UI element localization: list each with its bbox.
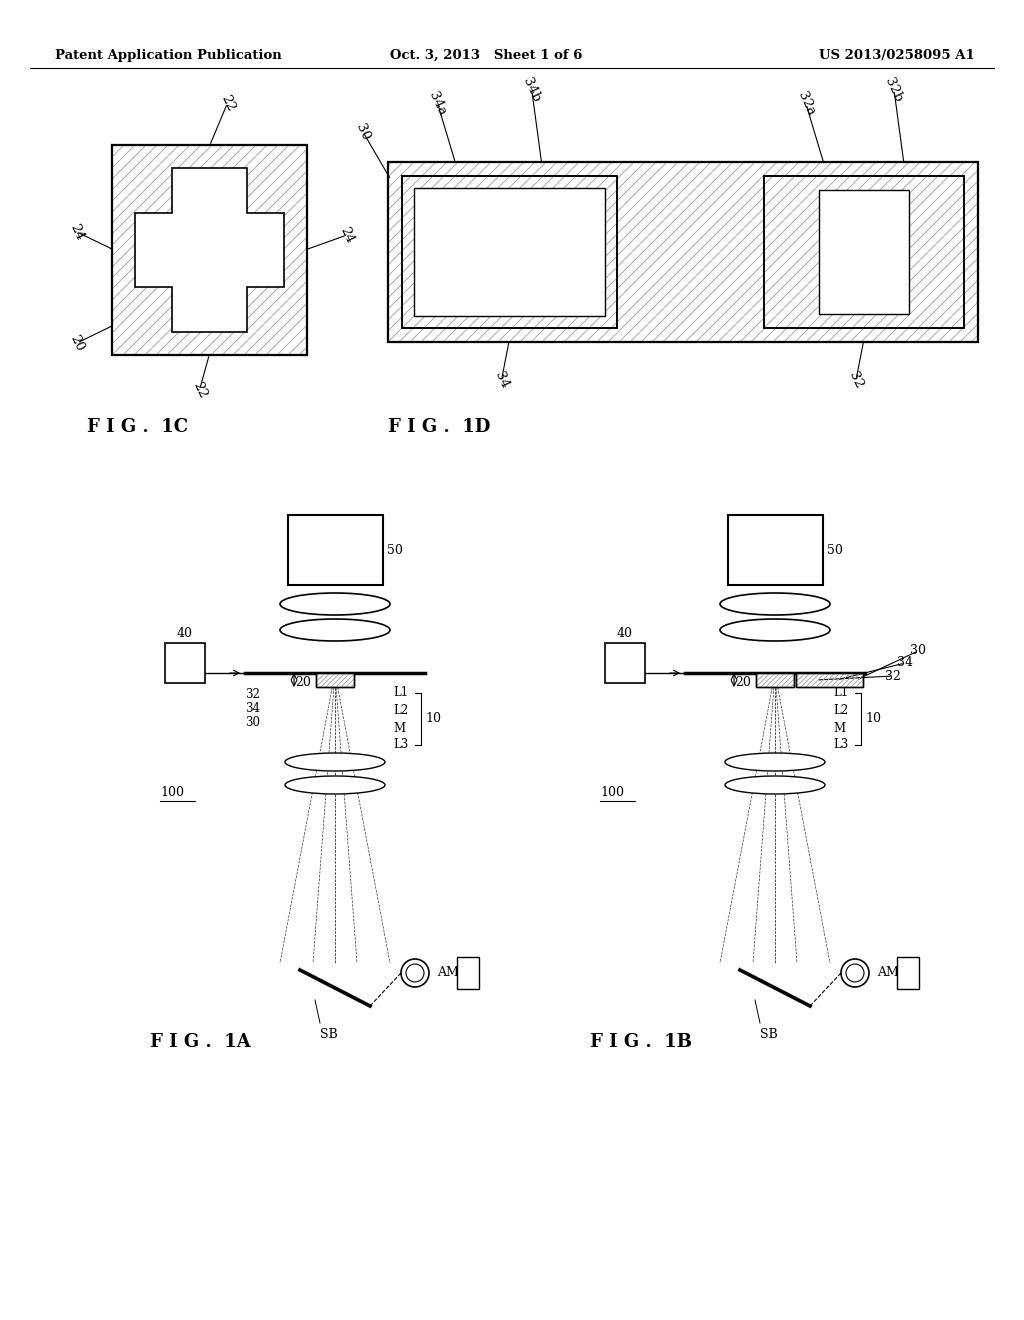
Text: Patent Application Publication: Patent Application Publication [55,49,282,62]
Text: 34: 34 [245,701,260,714]
Text: F I G .  1B: F I G . 1B [590,1034,692,1051]
Text: 24: 24 [68,222,86,243]
Text: 20: 20 [735,676,751,689]
Text: US 2013/0258095 A1: US 2013/0258095 A1 [819,49,975,62]
Text: L1: L1 [833,686,848,700]
Ellipse shape [285,776,385,795]
Text: L3: L3 [393,738,409,751]
Ellipse shape [846,964,864,982]
Ellipse shape [280,619,390,642]
Ellipse shape [841,960,869,987]
Ellipse shape [280,593,390,615]
Text: 30: 30 [353,121,373,143]
Bar [388,162,978,342]
Bar [112,145,307,355]
Text: 50: 50 [827,544,844,557]
Bar [819,190,909,314]
Text: L3: L3 [833,738,848,751]
Bar [764,176,964,327]
Text: 20: 20 [295,676,311,689]
Text: 100: 100 [160,787,184,800]
Ellipse shape [285,752,385,771]
Bar [402,176,617,327]
Text: 40: 40 [617,627,633,640]
Text: 34: 34 [897,656,913,669]
Text: 30: 30 [910,644,926,657]
Bar [165,643,205,682]
Text: L2: L2 [393,705,409,718]
Text: M: M [393,722,406,735]
Text: 34a: 34a [427,90,449,117]
Bar [756,673,794,686]
Bar [756,673,794,686]
Text: SB: SB [319,1028,338,1041]
Bar [388,162,978,342]
Bar [796,673,863,686]
Bar [402,176,617,327]
Bar [288,515,383,585]
Text: 24: 24 [338,224,356,246]
Ellipse shape [720,593,830,615]
Bar [897,957,919,989]
Bar [457,957,479,989]
Text: 32: 32 [245,689,260,701]
Text: 10: 10 [865,713,881,726]
Text: Oct. 3, 2013   Sheet 1 of 6: Oct. 3, 2013 Sheet 1 of 6 [390,49,583,62]
Polygon shape [135,169,284,331]
Text: L1: L1 [393,686,409,700]
Text: 100: 100 [600,787,624,800]
Text: 32a: 32a [795,90,817,117]
Bar [414,187,605,315]
Bar [316,673,354,686]
Text: F I G .  1C: F I G . 1C [87,418,188,436]
Bar [727,515,822,585]
Text: 30: 30 [245,717,260,730]
Bar [402,176,617,327]
Text: AM1: AM1 [437,966,467,979]
Bar [112,145,307,355]
Text: SB: SB [760,1028,778,1041]
Text: 22: 22 [218,92,237,114]
Bar [756,673,794,686]
Bar [764,176,964,327]
Bar [764,176,964,327]
Bar [316,673,354,686]
Text: 10: 10 [425,713,441,726]
Text: 32: 32 [847,370,865,391]
Text: M: M [833,722,845,735]
Text: 22: 22 [190,380,209,400]
Text: L2: L2 [833,705,848,718]
Bar [316,673,354,686]
Bar [388,162,978,342]
Text: AM2: AM2 [877,966,906,979]
Bar [796,673,863,686]
Bar [112,145,307,355]
Text: F I G .  1D: F I G . 1D [388,418,490,436]
Bar [796,673,863,686]
Ellipse shape [406,964,424,982]
Bar [388,162,978,342]
Text: 32: 32 [885,669,901,682]
Text: 40: 40 [177,627,193,640]
Text: 50: 50 [387,544,403,557]
Ellipse shape [401,960,429,987]
Text: 34: 34 [493,370,511,391]
Ellipse shape [725,776,825,795]
Text: 20: 20 [68,333,86,354]
Bar [112,145,307,355]
Text: 34b: 34b [520,75,543,104]
Ellipse shape [725,752,825,771]
Text: F I G .  1A: F I G . 1A [150,1034,251,1051]
Ellipse shape [720,619,830,642]
Text: 32b: 32b [883,75,905,104]
Bar [605,643,645,682]
